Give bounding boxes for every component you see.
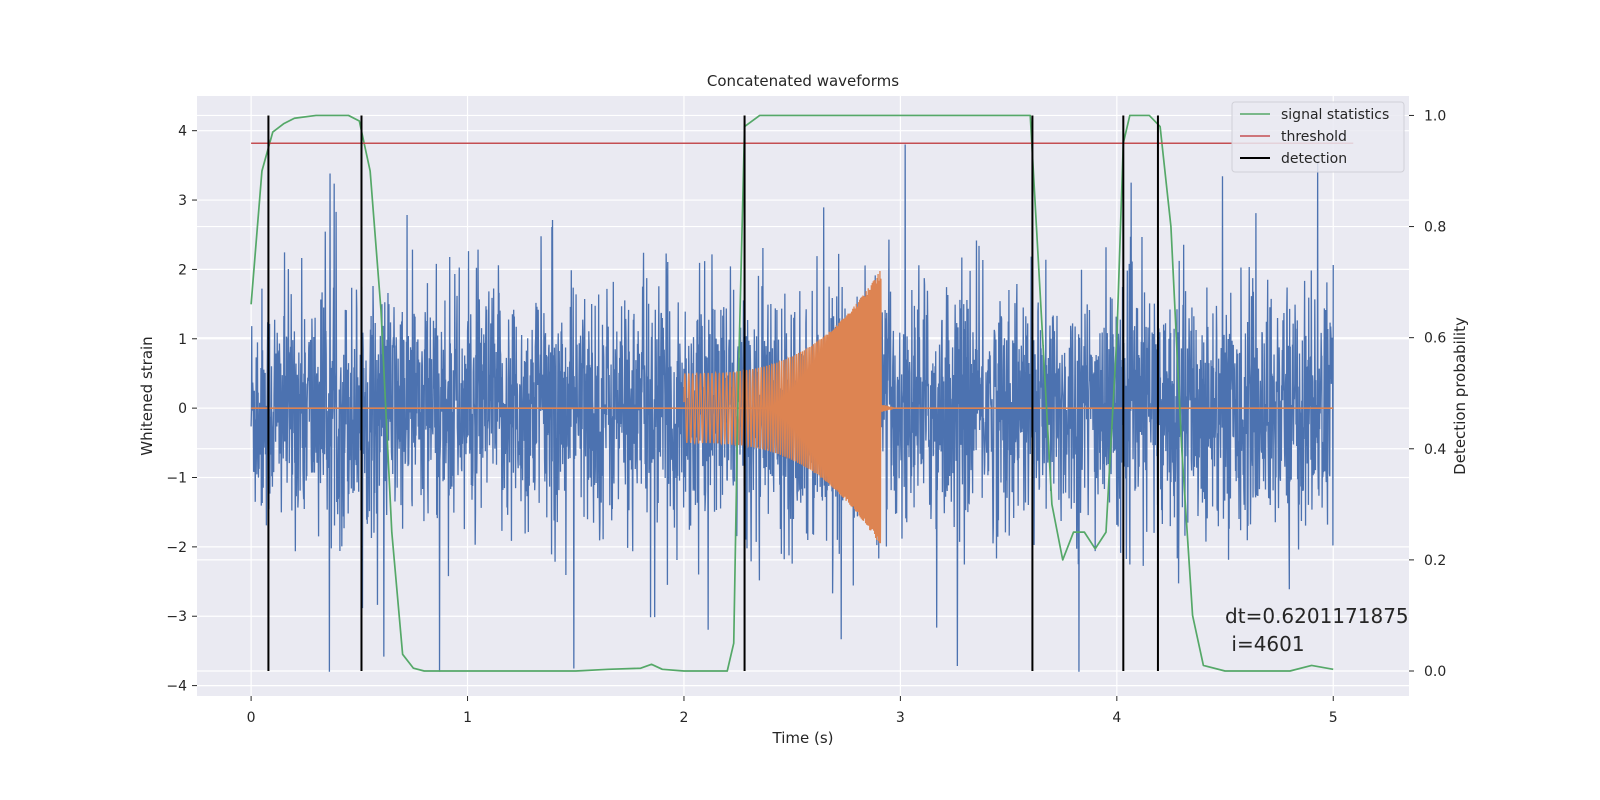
annotation-index: i=4601 (1225, 632, 1305, 656)
annotation-dt: dt=0.6201171875 (1225, 604, 1409, 628)
noise-line (250, 144, 1334, 672)
y2-axis-label: Detection probability (1451, 317, 1469, 475)
y-tick-label-1: −3 (166, 609, 187, 625)
chirp-line (683, 271, 894, 544)
x-tick-label-5: 5 (1329, 710, 1338, 726)
y2-tick-label-0: 0.0 (1424, 664, 1446, 680)
y2-tick-label-3: 0.6 (1424, 331, 1446, 347)
y-tick-label-5: 1 (178, 332, 187, 348)
y-tick-label-3: −1 (166, 471, 187, 487)
noise-series (250, 144, 1334, 672)
x-axis-label: Time (s) (772, 729, 834, 747)
y-tick-label-8: 4 (178, 124, 187, 140)
y-tick-label-4: 0 (178, 401, 187, 417)
y2-tick-label-4: 0.8 (1424, 220, 1446, 236)
legend: signal statistics threshold detection (1231, 101, 1405, 173)
x-tick-label-4: 4 (1112, 710, 1121, 726)
legend-label-threshold: threshold (1281, 129, 1347, 145)
y-tick-label-6: 2 (178, 262, 187, 278)
y-axis-label: Whitened strain (138, 336, 156, 455)
y2-tick-label-2: 0.4 (1424, 442, 1446, 458)
y2-tick-label-5: 1.0 (1424, 108, 1446, 124)
x-tick-label-2: 2 (680, 710, 689, 726)
x-tick-label-3: 3 (896, 710, 905, 726)
y-tick-label-0: −4 (166, 679, 187, 695)
y2-tick-label-1: 0.2 (1424, 553, 1446, 569)
y-tick-label-7: 3 (178, 193, 187, 209)
legend-box (1231, 101, 1405, 173)
chart-title: Concatenated waveforms (707, 72, 899, 90)
chirp-series (251, 271, 1334, 544)
x-tick-label-1: 1 (463, 710, 472, 726)
x-tick-label-0: 0 (247, 710, 256, 726)
legend-label-detection: detection (1281, 151, 1347, 167)
y-tick-label-2: −2 (166, 540, 187, 556)
legend-label-signal-statistics: signal statistics (1281, 107, 1389, 123)
ticks: 0 1 2 3 4 5 −4 −3 −2 −1 0 1 2 3 4 0.0 0.2 0.4 0.6 0.8 1.0 (166, 108, 1446, 726)
detection-series (267, 115, 1159, 671)
